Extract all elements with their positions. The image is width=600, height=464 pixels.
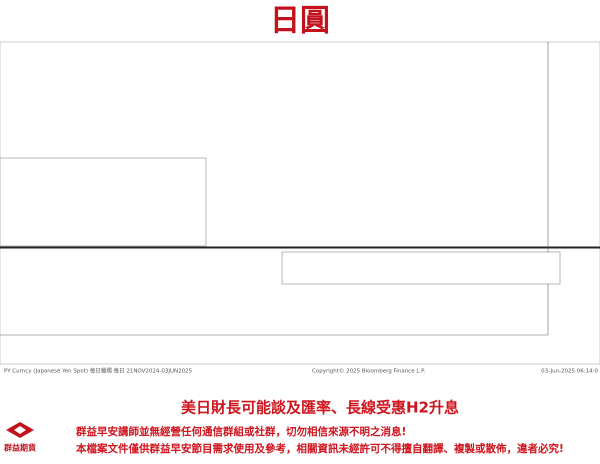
source-text: Copyright© 2025 Bloomberg Finance L.P. — [312, 368, 426, 375]
legend-box — [281, 251, 561, 285]
note: 群益早安講師並無經營任何通信群組或社群，切勿相信來源不明之消息! — [76, 425, 406, 438]
logo-mark — [14, 426, 26, 434]
headline: 美日財長可能談及匯率、長線受惠H2升息 — [181, 399, 459, 417]
source-text: PY Curncy (Japanese Yen Spot) 每日蠟燭 每日 21… — [4, 367, 193, 375]
logo: 群益期貨 — [3, 422, 36, 453]
page-title: 日圓 — [270, 4, 330, 39]
source-text: 03-Jun-2025 06:14:0 — [541, 369, 598, 375]
logo-text: 群益期貨 — [3, 443, 36, 453]
note: 本檔案文件僅供群益早安節目需求使用及參考，相關資訊未經許可不得擅自翻譯、複製或散… — [76, 442, 564, 455]
legend-box — [0, 157, 207, 247]
overlay — [0, 157, 561, 285]
